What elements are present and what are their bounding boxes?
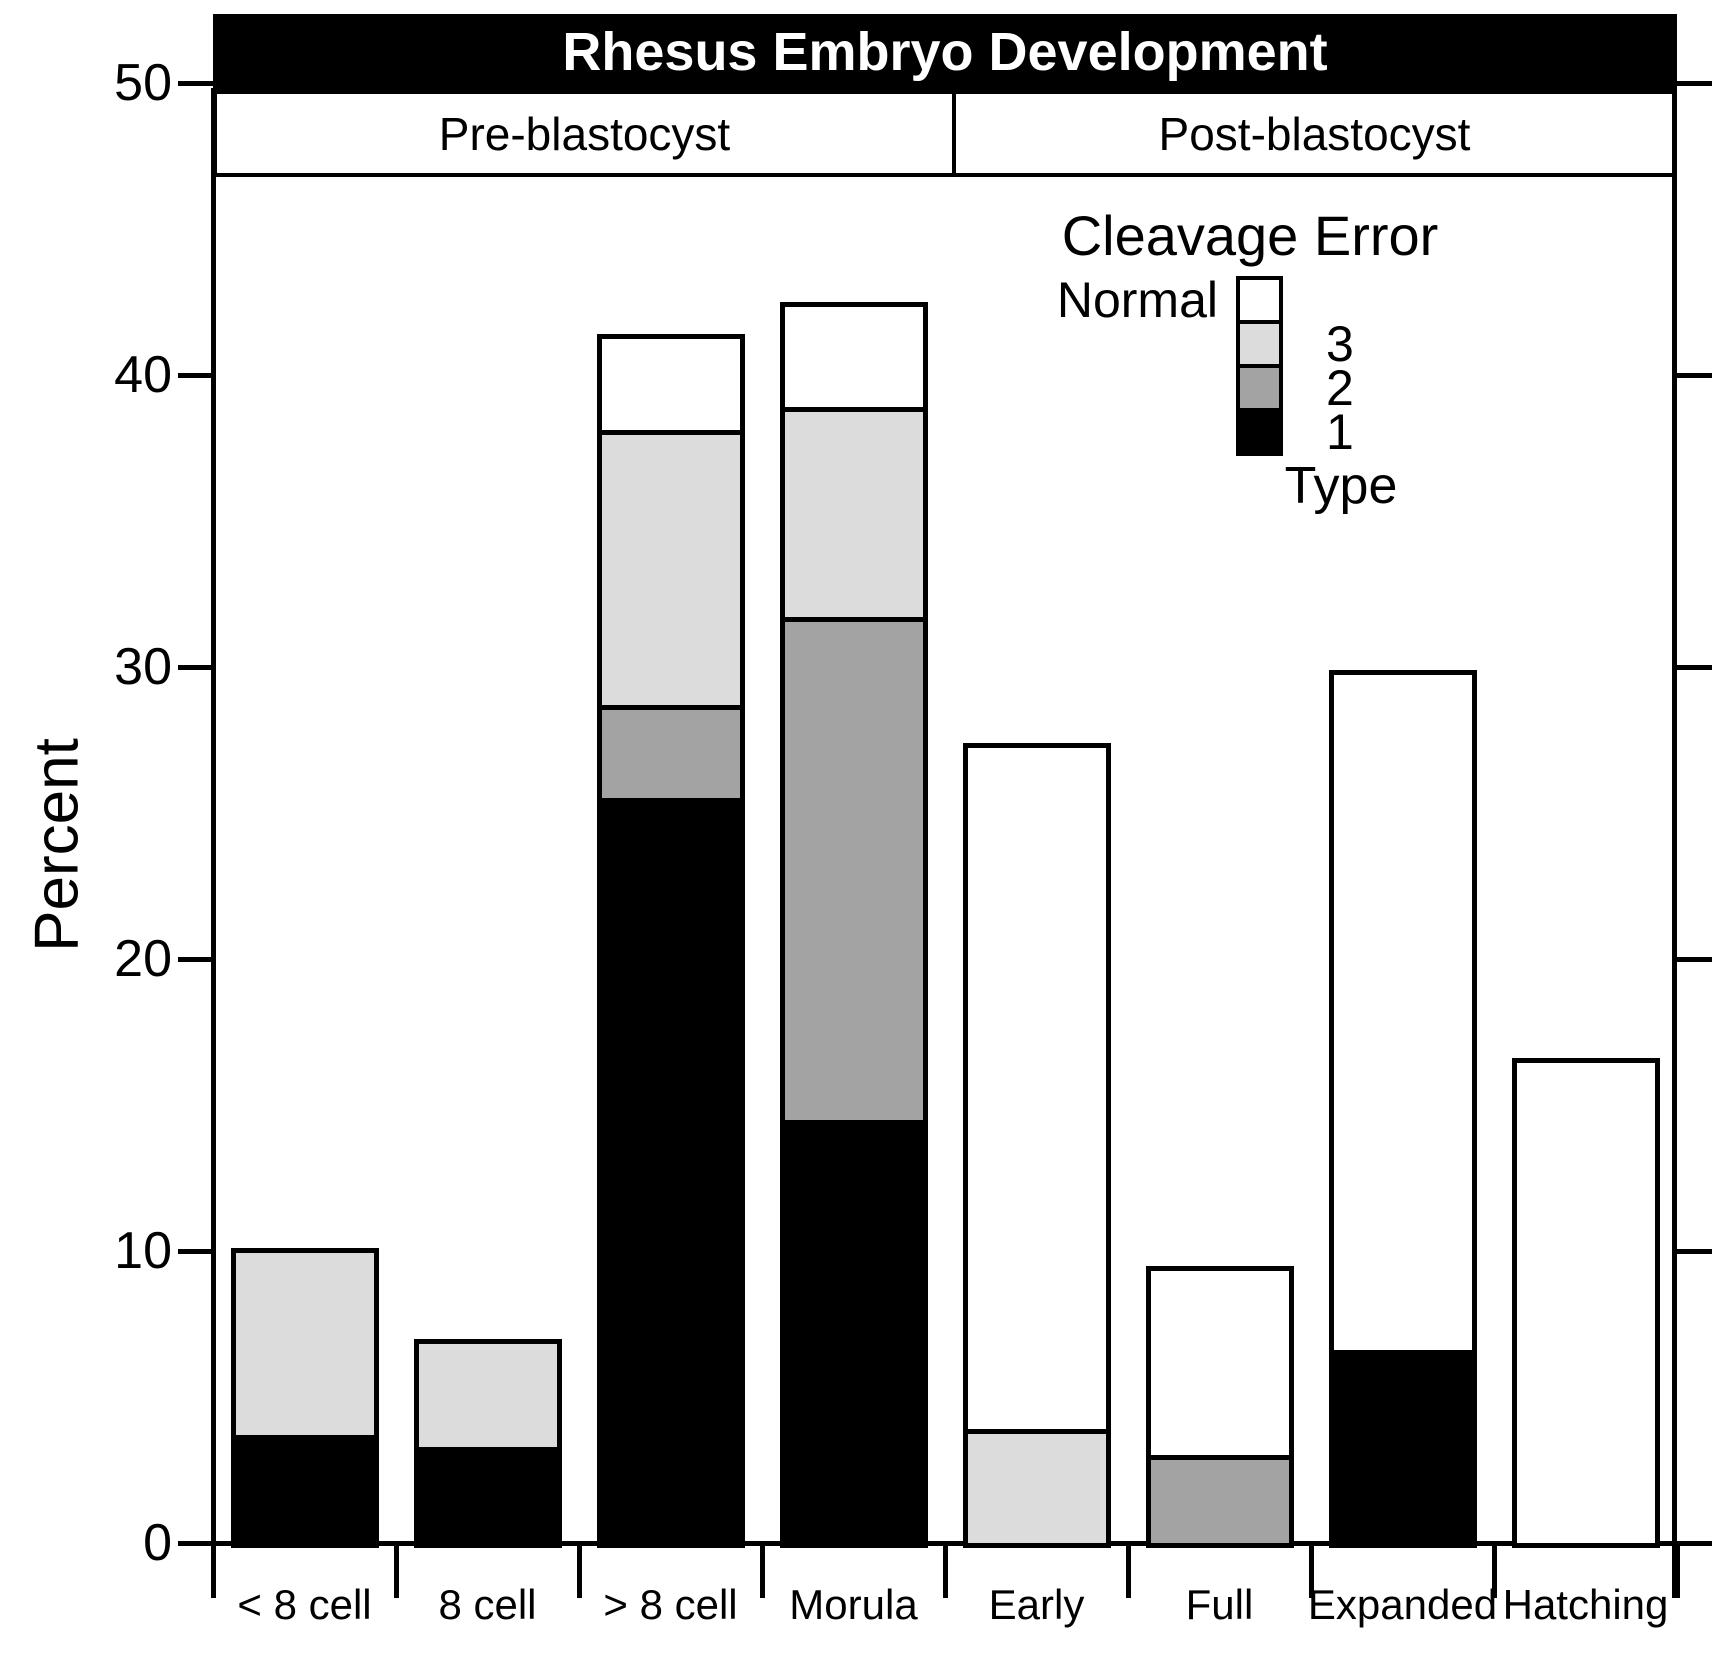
group-header-pre-blastocyst: Pre-blastocyst	[217, 94, 952, 173]
bar-segment-full-type-2	[1145, 1455, 1294, 1548]
legend-label-normal: Normal	[1056, 272, 1218, 328]
x-tick	[394, 1543, 399, 1598]
chart-title-bar: Rhesus Embryo Development	[213, 14, 1677, 90]
y-tick-left	[178, 1541, 213, 1546]
group-label-post: Post-blastocyst	[1158, 107, 1471, 160]
bar-segment-8-cell-type-1	[413, 1446, 562, 1548]
bar-segment-hatching-normal	[1511, 1058, 1660, 1548]
x-tick	[1492, 1543, 1497, 1598]
legend-swatch-3	[1236, 320, 1283, 368]
x-tick	[1309, 1543, 1314, 1598]
x-tick	[211, 1543, 216, 1598]
x-tick	[1126, 1543, 1131, 1598]
bar-segment--8-cell-type-2	[596, 704, 745, 804]
y-tick-label: 50	[114, 54, 172, 112]
x-tick	[760, 1543, 765, 1598]
bar-segment-morula-normal	[779, 302, 928, 413]
x-tick	[577, 1543, 582, 1598]
y-tick-right	[1677, 81, 1712, 86]
category-label: 8 cell	[438, 1581, 537, 1628]
bar-segment-early-type-3	[962, 1429, 1111, 1548]
right-frame-line	[1672, 88, 1677, 1598]
chart-title: Rhesus Embryo Development	[562, 22, 1328, 82]
bar-segment-expanded-type-1	[1328, 1350, 1477, 1548]
legend-swatch-2	[1236, 364, 1283, 412]
legend-title: Cleavage Error	[1061, 204, 1439, 267]
bar-segment--8-cell-type-1	[230, 1434, 379, 1548]
bar-segment-morula-type-1	[779, 1119, 928, 1548]
group-label-pre: Pre-blastocyst	[438, 107, 731, 160]
x-tick	[943, 1543, 948, 1598]
bar-segment--8-cell-type-1	[596, 798, 745, 1548]
y-axis-title: Percent	[22, 738, 92, 952]
category-label: Full	[1185, 1581, 1254, 1628]
bar-segment-expanded-normal	[1328, 669, 1477, 1356]
y-tick-right	[1677, 665, 1712, 670]
legend-type-caption: Type	[1284, 457, 1398, 515]
y-tick-right	[1677, 957, 1712, 962]
legend-label-3: 3	[1326, 316, 1354, 372]
x-tick	[1675, 1543, 1680, 1598]
y-tick-left	[178, 373, 213, 378]
bar-segment-8-cell-type-3	[413, 1338, 562, 1452]
y-tick-label: 40	[114, 346, 172, 404]
legend-swatch-normal	[1236, 276, 1283, 324]
y-tick-label: 30	[114, 638, 172, 696]
bar-segment-morula-type-3	[779, 407, 928, 623]
y-axis-line	[211, 88, 216, 1598]
category-label: Expanded	[1307, 1581, 1498, 1628]
category-label: < 8 cell	[237, 1581, 372, 1628]
bar-segment--8-cell-type-3	[230, 1248, 379, 1440]
category-label: Morula	[789, 1581, 918, 1628]
bar-segment--8-cell-normal	[596, 334, 745, 436]
y-tick-left	[178, 957, 213, 962]
legend-swatch-1	[1236, 408, 1283, 456]
legend-label-1: 1	[1326, 404, 1354, 460]
category-label: > 8 cell	[603, 1581, 738, 1628]
y-tick-right	[1677, 1541, 1712, 1546]
bar-segment-full-normal	[1145, 1265, 1294, 1461]
bar-segment--8-cell-type-3	[596, 430, 745, 710]
group-header-divider	[952, 94, 956, 173]
y-tick-label: 10	[114, 1222, 172, 1280]
y-tick-left	[178, 1249, 213, 1254]
category-label: Hatching	[1502, 1581, 1669, 1628]
y-tick-right	[1677, 373, 1712, 378]
bar-segment-early-normal	[962, 742, 1111, 1435]
bar-segment-morula-type-2	[779, 617, 928, 1125]
y-tick-left	[178, 665, 213, 670]
y-tick-right	[1677, 1249, 1712, 1254]
group-header-row: Pre-blastocyst Post-blastocyst	[213, 90, 1677, 177]
legend-label-2: 2	[1326, 360, 1354, 416]
y-tick-label: 0	[143, 1514, 172, 1572]
y-tick-label: 20	[114, 930, 172, 988]
category-label: Early	[988, 1581, 1085, 1628]
y-tick-left	[178, 81, 213, 86]
group-header-post-blastocyst: Post-blastocyst	[956, 94, 1673, 173]
